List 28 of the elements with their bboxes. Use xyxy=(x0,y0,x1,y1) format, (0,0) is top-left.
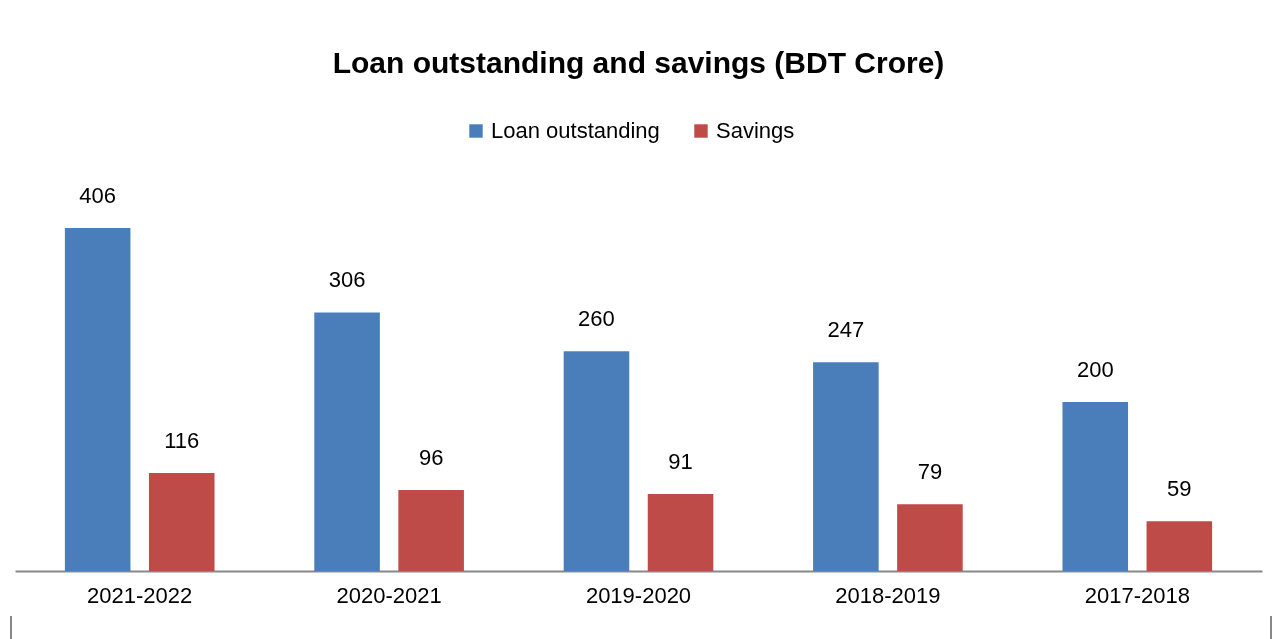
x-tick-label: 2019-2020 xyxy=(585,582,692,608)
data-label: 260 xyxy=(578,306,615,332)
data-label: 247 xyxy=(827,317,865,343)
data-label: 91 xyxy=(668,449,693,475)
data-label: 406 xyxy=(79,183,117,208)
legend-label: Savings xyxy=(716,118,795,143)
data-label: 96 xyxy=(418,444,444,470)
x-tick-label: 2017-2018 xyxy=(1084,582,1190,608)
bar xyxy=(148,473,215,571)
x-tick-label: 2018-2019 xyxy=(835,582,941,608)
x-tick-label: 2021-2022 xyxy=(87,582,193,608)
data-label: 79 xyxy=(917,459,943,485)
bar xyxy=(647,494,714,571)
bar xyxy=(64,228,131,571)
bar xyxy=(813,362,879,571)
legend-label: Loan outstanding xyxy=(491,118,660,143)
data-label: 200 xyxy=(1076,357,1114,383)
chart-title: Loan outstanding and savings (BDT Crore) xyxy=(332,46,945,79)
data-label: 59 xyxy=(1167,476,1192,502)
data-label: 116 xyxy=(164,428,200,453)
x-tick-label: 2020-2021 xyxy=(336,582,442,608)
bar xyxy=(1146,521,1213,571)
bar xyxy=(897,504,963,571)
bar xyxy=(1062,402,1129,571)
bar xyxy=(398,489,464,571)
bar xyxy=(314,312,380,571)
bar xyxy=(563,351,630,571)
data-label: 306 xyxy=(328,267,366,293)
